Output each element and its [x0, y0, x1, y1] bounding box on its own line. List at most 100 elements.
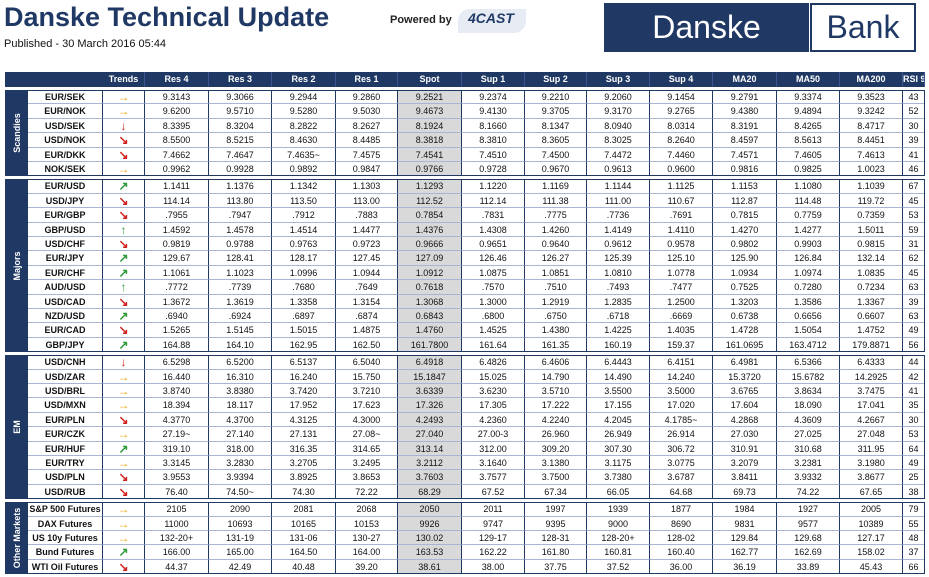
value-cell: 67.65	[840, 484, 903, 500]
value-cell: 6.4826	[462, 355, 525, 370]
value-cell: 129-17	[462, 531, 525, 546]
value-cell: 0.9723	[336, 237, 398, 252]
value-cell: 64	[903, 441, 925, 456]
value-cell: 1927	[777, 502, 840, 517]
value-cell: 0.7280	[777, 280, 840, 295]
value-cell: 3.5500	[587, 384, 650, 399]
trend-arrow: →	[103, 384, 145, 399]
value-cell: 0.9728	[462, 162, 525, 177]
value-cell: 8.2640	[650, 133, 713, 148]
value-cell: 68.29	[398, 484, 462, 500]
value-cell: 3.6765	[713, 384, 777, 399]
value-cell: 8.4485	[336, 133, 398, 148]
value-cell: 1.0810	[587, 265, 650, 281]
value-cell: 6.4443	[587, 355, 650, 370]
trend-arrow: ↘	[103, 559, 145, 575]
column-header: MA20	[713, 72, 777, 87]
value-cell: 0.9903	[777, 237, 840, 252]
column-header: Sup 3	[587, 72, 650, 87]
trend-arrow: →	[103, 90, 145, 105]
trend-arrow: ↓	[103, 118, 145, 134]
value-cell: 8690	[650, 516, 713, 531]
value-cell: 49	[903, 456, 925, 471]
instrument: USD/CHF	[28, 237, 103, 252]
value-cell: 3.7500	[525, 470, 587, 485]
group-label: Scandies	[5, 90, 28, 177]
value-cell: 8.3818	[398, 133, 462, 148]
instrument: EUR/NOK	[28, 104, 103, 119]
value-cell: 130.02	[398, 531, 462, 546]
value-cell: 1.3367	[840, 294, 903, 309]
value-cell: 74.50~	[209, 484, 272, 500]
trend-arrow: →	[103, 162, 145, 177]
value-cell: 1.5145	[209, 323, 272, 338]
value-cell: 162.69	[777, 545, 840, 560]
value-cell: 1.1125	[650, 179, 713, 194]
value-cell: 6.4918	[398, 355, 462, 370]
value-cell: 7.4541	[398, 147, 462, 162]
column-header: Res 2	[272, 72, 336, 87]
column-header: MA50	[777, 72, 840, 87]
value-cell: 125.39	[587, 251, 650, 266]
value-cell: 2011	[462, 502, 525, 517]
value-cell: 7.4510	[462, 147, 525, 162]
value-cell: 0.6738	[713, 309, 777, 324]
value-cell: 4.3700	[209, 412, 272, 428]
value-cell: .7947	[209, 208, 272, 223]
value-cell: 18.117	[209, 398, 272, 413]
value-cell: 132-20+	[145, 531, 209, 546]
value-cell: 128.41	[209, 251, 272, 266]
instrument: USD/CNH	[28, 355, 103, 370]
instrument: Bund Futures	[28, 545, 103, 560]
value-cell: 1.0974	[777, 265, 840, 281]
value-cell: 39	[903, 133, 925, 148]
value-cell: 9.2765	[650, 104, 713, 119]
instrument: AUD/USD	[28, 280, 103, 295]
value-cell: .7477	[650, 280, 713, 295]
value-cell: 16.310	[209, 369, 272, 384]
value-cell: 126.46	[462, 251, 525, 266]
value-cell: 2005	[840, 502, 903, 517]
value-cell: 9.2210	[525, 90, 587, 105]
value-cell: 17.326	[398, 398, 462, 413]
value-cell: 9.3705	[525, 104, 587, 119]
value-cell: .6874	[336, 309, 398, 324]
value-cell: 9.4673	[398, 104, 462, 119]
value-cell: 4.3609	[777, 412, 840, 428]
value-cell: 1.0851	[525, 265, 587, 281]
value-cell: 0.9578	[650, 237, 713, 252]
value-cell: 6.4606	[525, 355, 587, 370]
value-cell: 129.67	[145, 251, 209, 266]
trend-arrow: ↘	[103, 294, 145, 309]
value-cell: 3.2079	[713, 456, 777, 471]
value-cell: 15.750	[336, 369, 398, 384]
value-cell: 114.48	[777, 193, 840, 209]
value-cell: 0.9600	[650, 162, 713, 177]
value-cell: 4.3125	[272, 412, 336, 428]
value-cell: 1.4270	[713, 222, 777, 237]
value-cell: 163.4712	[777, 337, 840, 353]
value-cell: .6924	[209, 309, 272, 324]
value-cell: 53	[903, 208, 925, 223]
value-cell: 0.9815	[840, 237, 903, 252]
value-cell: 37.75	[525, 559, 587, 575]
value-cell: 1.3358	[272, 294, 336, 309]
value-cell: 1.4875	[336, 323, 398, 338]
instrument: USD/MXN	[28, 398, 103, 413]
value-cell: 3.8740	[145, 384, 209, 399]
value-cell: 1.1303	[336, 179, 398, 194]
instrument: EUR/TRY	[28, 456, 103, 471]
value-cell: 33.89	[777, 559, 840, 575]
value-cell: 1.1220	[462, 179, 525, 194]
column-header: Res 4	[145, 72, 209, 87]
value-cell: 0.7815	[713, 208, 777, 223]
column-header: Res 3	[209, 72, 272, 87]
value-cell: 1.4308	[462, 222, 525, 237]
value-cell: 310.68	[777, 441, 840, 456]
value-cell: 313.14	[398, 441, 462, 456]
trend-arrow: ↘	[103, 193, 145, 209]
value-cell: 8.4451	[840, 133, 903, 148]
value-cell: 1.0934	[713, 265, 777, 281]
value-cell: 3.6230	[462, 384, 525, 399]
value-cell: 1.1023	[209, 265, 272, 281]
